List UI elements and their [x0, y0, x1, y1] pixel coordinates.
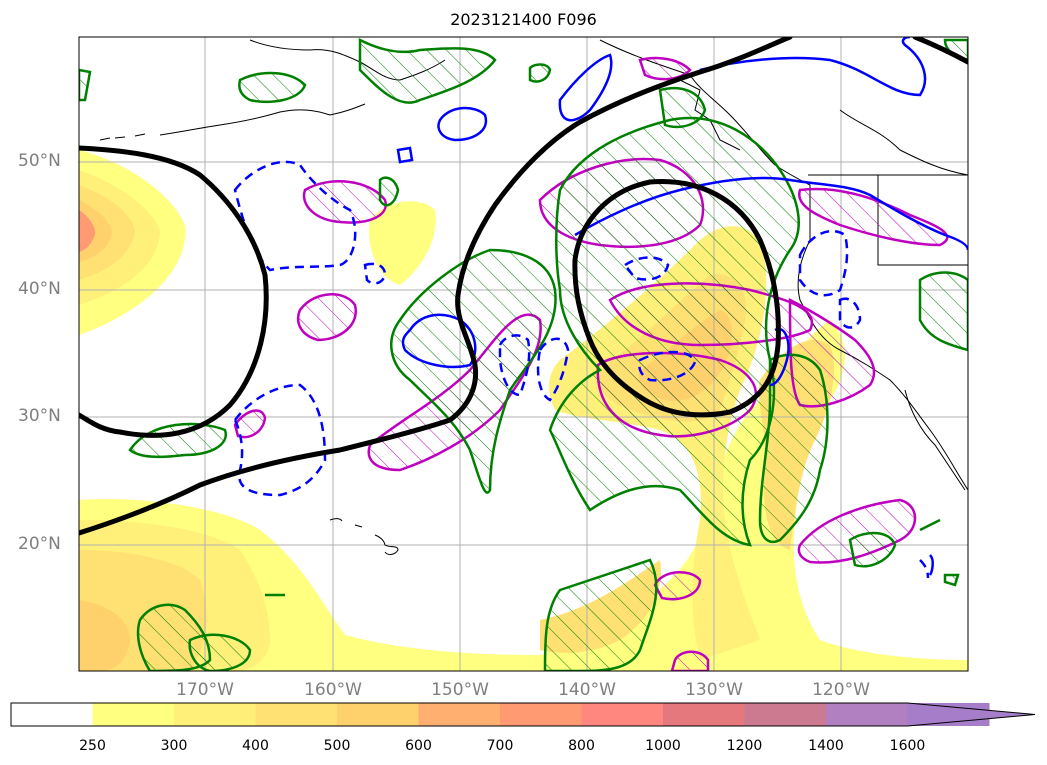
- colorbar-tick-label: 800: [568, 738, 595, 754]
- colorbar-tick-label: 700: [486, 738, 514, 754]
- colorbar-segment: [744, 703, 827, 726]
- colorbar-tick-label: 1000: [645, 738, 681, 754]
- colorbar-tick-label: 400: [242, 738, 269, 754]
- lon-label-140w: 140°W: [558, 680, 616, 700]
- colorbar-tick-label: 1400: [808, 738, 844, 754]
- lon-label-120w: 120°W: [812, 680, 870, 700]
- colorbar-segment: [92, 703, 175, 726]
- map-content: [79, 37, 968, 671]
- colorbar-tick-label: 1200: [726, 738, 763, 754]
- colorbar-extend-arrow: [907, 703, 1035, 726]
- map-title: 2023121400 F096: [450, 10, 597, 29]
- colorbar-tick-label: 500: [323, 738, 351, 754]
- lon-label-160w: 160°W: [304, 680, 362, 700]
- colorbar-segment: [581, 703, 664, 726]
- lon-label-130w: 130°W: [685, 680, 743, 700]
- colorbar-segment: [11, 703, 93, 726]
- colorbar-segment: [418, 703, 501, 726]
- colorbar-segment: [255, 703, 338, 726]
- lat-label-40n: 40°N: [18, 279, 61, 299]
- lat-label-20n: 20°N: [18, 534, 61, 554]
- black-contours: [79, 37, 968, 536]
- colorbar-tick-label: 600: [405, 738, 432, 754]
- colorbar-tick-label: 1600: [889, 738, 926, 754]
- colorbar-outline: [10, 702, 1036, 727]
- blue-contours: [396, 37, 968, 576]
- colorbar: [10, 702, 1036, 727]
- lat-label-50n: 50°N: [18, 151, 61, 171]
- lon-label-150w: 150°W: [431, 680, 489, 700]
- map-border: [78, 36, 969, 672]
- colorbar-segment: [500, 703, 582, 726]
- colorbar-segment: [663, 703, 745, 726]
- colorbar-tick-label: 250: [79, 738, 106, 754]
- colorbar-tick-label: 300: [160, 738, 188, 754]
- colorbar-segment: [174, 703, 256, 726]
- lat-label-30n: 30°N: [18, 406, 61, 426]
- colorbar-segment: [337, 703, 419, 726]
- lon-label-170w: 170°W: [176, 680, 234, 700]
- colorbar-segment: [826, 703, 908, 726]
